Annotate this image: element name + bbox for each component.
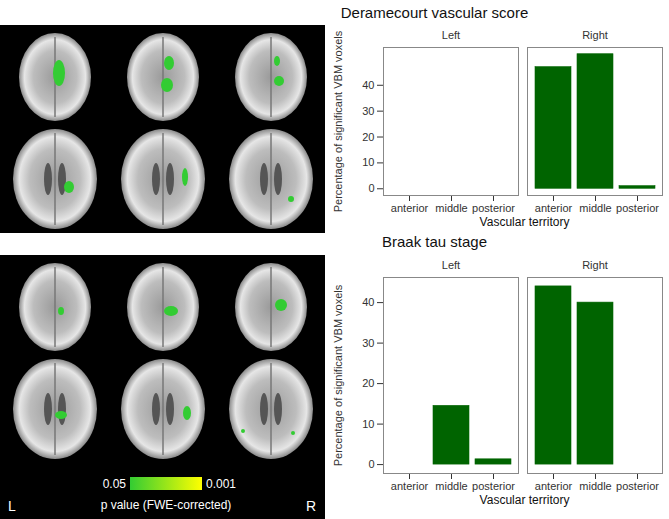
svg-text:40: 40 [362, 79, 374, 91]
svg-text:0.001: 0.001 [206, 477, 236, 491]
svg-text:middle: middle [579, 202, 611, 214]
svg-text:0.05: 0.05 [103, 477, 127, 491]
svg-text:Right: Right [582, 259, 608, 271]
svg-text:anterior: anterior [391, 480, 429, 492]
svg-text:0: 0 [368, 182, 374, 194]
svg-text:0: 0 [368, 458, 374, 470]
html-text:Braak tau stage: Braak tau stage [382, 233, 487, 250]
svg-text:30: 30 [362, 337, 374, 349]
svg-text:middle: middle [435, 202, 467, 214]
svg-text:posterior: posterior [472, 480, 515, 492]
html-text:Deramecourt vascular score: Deramecourt vascular score [340, 4, 529, 21]
svg-text:posterior: posterior [472, 202, 515, 214]
svg-text:middle: middle [579, 480, 611, 492]
svg-text:20: 20 [362, 377, 374, 389]
svg-text:p value (FWE-corrected): p value (FWE-corrected) [101, 498, 232, 512]
svg-text:L: L [8, 498, 16, 514]
svg-text:40: 40 [362, 296, 374, 308]
svg-text:20: 20 [362, 131, 374, 143]
svg-text:Left: Left [442, 29, 460, 41]
html-text:Vascular territory: Vascular territory [479, 215, 570, 229]
svg-text:anterior: anterior [391, 202, 429, 214]
svg-text:posterior: posterior [616, 480, 659, 492]
svg-text:anterior: anterior [535, 480, 573, 492]
svg-text:Percentage of significant VBM: Percentage of significant VBM voxels [332, 30, 344, 212]
svg-text:10: 10 [362, 156, 374, 168]
html-text:Vascular territory: Vascular territory [479, 493, 570, 507]
svg-text:middle: middle [435, 480, 467, 492]
svg-text:posterior: posterior [616, 202, 659, 214]
svg-text:anterior: anterior [535, 202, 573, 214]
svg-text:Percentage of significant VBM: Percentage of significant VBM voxels [332, 284, 344, 466]
svg-text:30: 30 [362, 105, 374, 117]
svg-text:Right: Right [582, 29, 608, 41]
svg-text:10: 10 [362, 418, 374, 430]
svg-text:Left: Left [442, 259, 460, 271]
svg-text:R: R [306, 498, 316, 514]
